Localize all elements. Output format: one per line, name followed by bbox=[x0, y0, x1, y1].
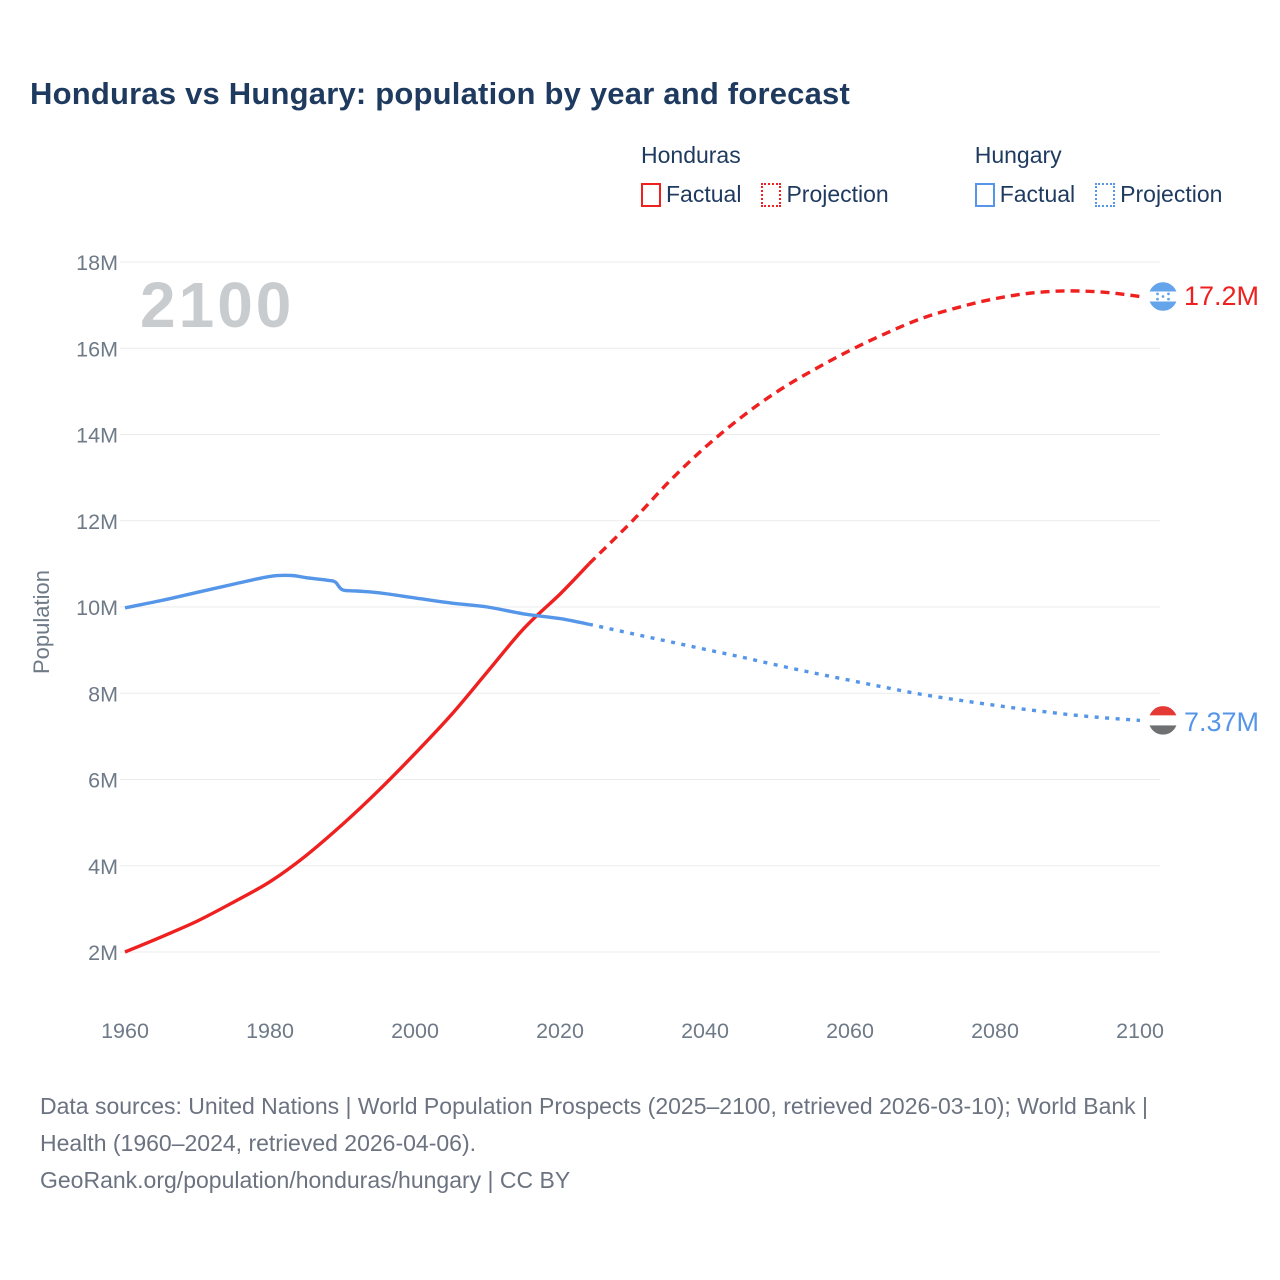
legend-group-title: Hungary bbox=[974, 142, 1062, 168]
page-title: Honduras vs Hungary: population by year … bbox=[30, 76, 851, 111]
legend-item-hungary-projection[interactable]: Projection bbox=[1095, 181, 1222, 208]
x-tick-label: 2080 bbox=[971, 1019, 1019, 1043]
year-watermark: 2100 bbox=[140, 269, 295, 341]
y-tick-label: 16M bbox=[76, 337, 118, 361]
y-tick-label: 14M bbox=[76, 424, 118, 448]
legend: Honduras Factual Projection Hungary Fact… bbox=[641, 142, 1222, 208]
y-tick-label: 12M bbox=[76, 510, 118, 534]
hungary-end-value: 7.37M bbox=[1184, 707, 1260, 737]
y-tick-label: 2M bbox=[88, 941, 118, 965]
legend-group-hungary: Hungary Factual Projection bbox=[974, 142, 1222, 208]
honduras-flag-icon bbox=[1147, 280, 1179, 313]
hungary-flag-icon bbox=[1147, 704, 1179, 737]
legend-item-honduras-factual[interactable]: Factual bbox=[641, 181, 741, 208]
dotted-blue-swatch-icon bbox=[1095, 182, 1116, 207]
series-hungary-projection bbox=[588, 622, 1141, 723]
legend-group-honduras: Honduras Factual Projection bbox=[641, 142, 889, 208]
x-tick-label: 1980 bbox=[246, 1019, 294, 1043]
series-honduras-factual bbox=[124, 562, 591, 954]
dotted-red-swatch-icon bbox=[761, 182, 782, 207]
x-tick-label: 2100 bbox=[1116, 1019, 1164, 1043]
footer: Data sources: United Nations | World Pop… bbox=[40, 1088, 1220, 1199]
solid-blue-swatch-icon bbox=[974, 182, 995, 207]
x-tick-label: 2000 bbox=[391, 1019, 439, 1043]
series-hungary-factual bbox=[124, 573, 590, 626]
legend-item-label: Projection bbox=[1120, 181, 1223, 207]
y-axis-label: Population bbox=[29, 570, 54, 674]
legend-item-label: Factual bbox=[666, 181, 742, 207]
data-sources-text: Data sources: United Nations | World Pop… bbox=[40, 1093, 1149, 1156]
x-tick-label: 2020 bbox=[536, 1019, 584, 1043]
legend-group-title: Honduras bbox=[641, 142, 741, 168]
y-tick-label: 8M bbox=[88, 682, 118, 706]
series-honduras-projection bbox=[587, 289, 1141, 566]
legend-item-label: Factual bbox=[999, 181, 1076, 207]
legend-item-honduras-projection[interactable]: Projection bbox=[761, 181, 889, 208]
honduras-end-value: 17.2M bbox=[1184, 281, 1260, 311]
x-tick-label: 2060 bbox=[826, 1019, 874, 1043]
y-tick-label: 6M bbox=[88, 769, 118, 793]
y-tick-label: 10M bbox=[76, 596, 118, 620]
x-tick-label: 1960 bbox=[101, 1019, 149, 1043]
legend-item-hungary-factual[interactable]: Factual bbox=[974, 181, 1076, 208]
y-tick-label: 4M bbox=[88, 855, 118, 879]
x-tick-label: 2040 bbox=[681, 1019, 729, 1043]
solid-red-swatch-icon bbox=[641, 182, 661, 207]
legend-item-label: Projection bbox=[786, 181, 889, 207]
attribution-link[interactable]: GeoRank.org/population/honduras/hungary … bbox=[40, 1167, 571, 1193]
y-tick-label: 18M bbox=[76, 251, 118, 275]
